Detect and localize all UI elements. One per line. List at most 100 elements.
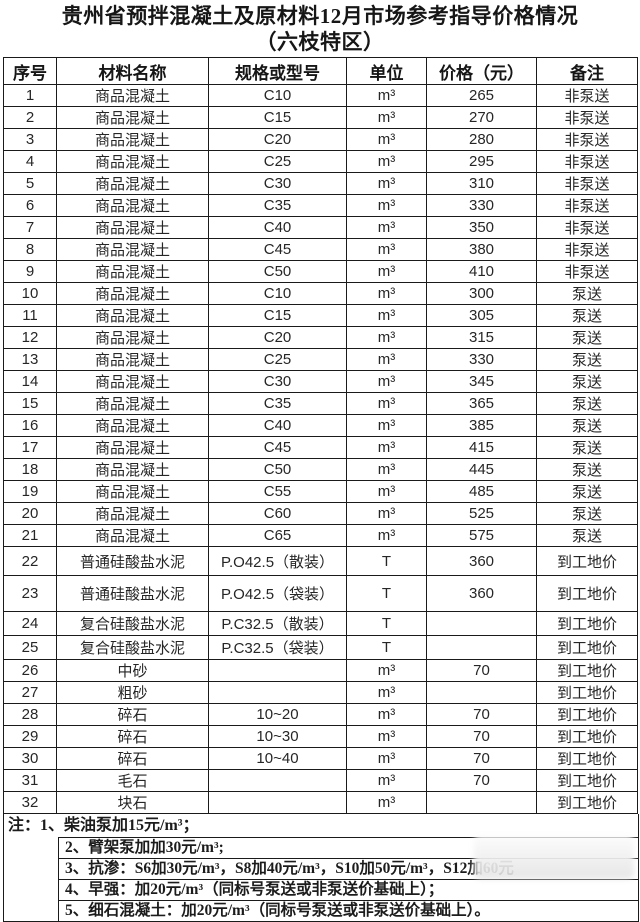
row-number: 25 [3,635,57,660]
spec-type: C60 [208,502,347,525]
price: 280 [426,128,537,151]
remark: 泵送 [536,282,638,305]
row-number: 9 [3,260,57,283]
remark: 泵送 [536,524,638,547]
remark: 非泵送 [536,194,638,217]
remark: 泵送 [536,370,638,393]
price: 70 [426,747,537,770]
title-line-1: 贵州省预拌混凝土及原材料12月市场参考指导价格情况 [61,4,579,28]
spec-type: C50 [208,458,347,481]
unit: m³ [346,84,427,107]
table-row: 11 商品混凝土 C15 m³ 305 泵送 [3,304,638,327]
row-number: 29 [3,725,57,748]
table-row: 32 块石 m³ 到工地价 [3,791,638,814]
spec-type: 10~30 [208,725,347,748]
price: 330 [426,194,537,217]
remark: 泵送 [536,458,638,481]
table-row: 29 碎石 10~30 m³ 70 到工地价 [3,725,638,748]
row-number: 17 [3,436,57,459]
remark: 泵送 [536,436,638,459]
material-name: 复合硅酸盐水泥 [56,635,209,660]
price: 300 [426,282,537,305]
remark: 非泵送 [536,260,638,283]
row-number: 1 [3,84,57,107]
material-name: 商品混凝土 [56,150,209,173]
table-row: 26 中砂 m³ 70 到工地价 [3,659,638,682]
unit: m³ [346,260,427,283]
row-number: 24 [3,611,57,636]
header-unit: 单位 [346,57,427,85]
material-name: 商品混凝土 [56,414,209,437]
material-name: 商品混凝土 [56,436,209,459]
material-name: 商品混凝土 [56,84,209,107]
material-name: 商品混凝土 [56,524,209,547]
remark: 到工地价 [536,769,638,792]
unit: m³ [346,172,427,195]
unit: T [346,546,427,576]
material-name: 商品混凝土 [56,282,209,305]
row-number: 28 [3,703,57,726]
unit: m³ [346,194,427,217]
remark: 到工地价 [536,611,638,636]
remark: 到工地价 [536,659,638,682]
table-row: 22 普通硅酸盐水泥 P.O42.5（散装） T 360 到工地价 [3,546,638,576]
header-spec-type: 规格或型号 [208,57,347,85]
spec-type: C65 [208,524,347,547]
row-number: 12 [3,326,57,349]
material-name: 碎石 [56,703,209,726]
unit: m³ [346,304,427,327]
spec-type: C45 [208,436,347,459]
note-line: 2、臂架泵加加30元/m³; [59,837,638,858]
table-row: 24 复合硅酸盐水泥 P.C32.5（散装） T 到工地价 [3,611,638,636]
unit: m³ [346,524,427,547]
material-name: 商品混凝土 [56,216,209,239]
material-name: 普通硅酸盐水泥 [56,546,209,576]
table-row: 10 商品混凝土 C10 m³ 300 泵送 [3,282,638,305]
table-row: 3 商品混凝土 C20 m³ 280 非泵送 [3,128,638,151]
price: 410 [426,260,537,283]
price [426,611,537,636]
table-row: 1 商品混凝土 C10 m³ 265 非泵送 [3,84,638,107]
spec-type: C15 [208,304,347,327]
material-name: 商品混凝土 [56,348,209,371]
table-row: 5 商品混凝土 C30 m³ 310 非泵送 [3,172,638,195]
remark: 泵送 [536,326,638,349]
spec-type: C55 [208,480,347,503]
unit: m³ [346,480,427,503]
price [426,791,537,814]
price: 445 [426,458,537,481]
table-row: 16 商品混凝土 C40 m³ 385 泵送 [3,414,638,437]
unit: T [346,611,427,636]
price: 70 [426,703,537,726]
row-number: 14 [3,370,57,393]
row-number: 23 [3,575,57,612]
spec-type: C50 [208,260,347,283]
spec-type: C40 [208,414,347,437]
remark: 泵送 [536,392,638,415]
note-line: 4、早强：加20元/m³（同标号泵送或非泵送价基础上）； [59,879,638,900]
spec-type: C10 [208,84,347,107]
unit: m³ [346,348,427,371]
table-row: 14 商品混凝土 C30 m³ 345 泵送 [3,370,638,393]
price: 360 [426,546,537,576]
spec-type [208,791,347,814]
price: 360 [426,575,537,612]
table-row: 31 毛石 m³ 70 到工地价 [3,769,638,792]
table-row: 27 粗砂 m³ 到工地价 [3,681,638,704]
note-line-first: 注：1、柴油泵加15元/m³； [8,817,199,834]
table-row: 20 商品混凝土 C60 m³ 525 泵送 [3,502,638,525]
header-material-name: 材料名称 [56,57,209,85]
row-number: 7 [3,216,57,239]
material-name: 毛石 [56,769,209,792]
table-row: 17 商品混凝土 C45 m³ 415 泵送 [3,436,638,459]
unit: m³ [346,681,427,704]
spec-type [208,659,347,682]
remark: 非泵送 [536,150,638,173]
material-name: 粗砂 [56,681,209,704]
table-header-row: 序号 材料名称 规格或型号 单位 价格（元） 备注 [3,57,638,85]
unit: m³ [346,150,427,173]
spec-type: C30 [208,370,347,393]
notes-rest: 2、臂架泵加加30元/m³; 3、抗渗：S6加30元/m³，S8加40元/m³，S… [59,837,638,921]
unit: m³ [346,216,427,239]
unit: T [346,635,427,660]
